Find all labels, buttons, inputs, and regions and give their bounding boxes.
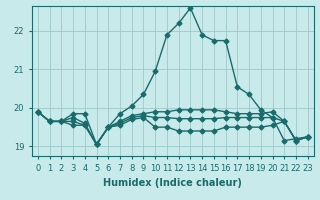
X-axis label: Humidex (Indice chaleur): Humidex (Indice chaleur)	[103, 178, 242, 188]
